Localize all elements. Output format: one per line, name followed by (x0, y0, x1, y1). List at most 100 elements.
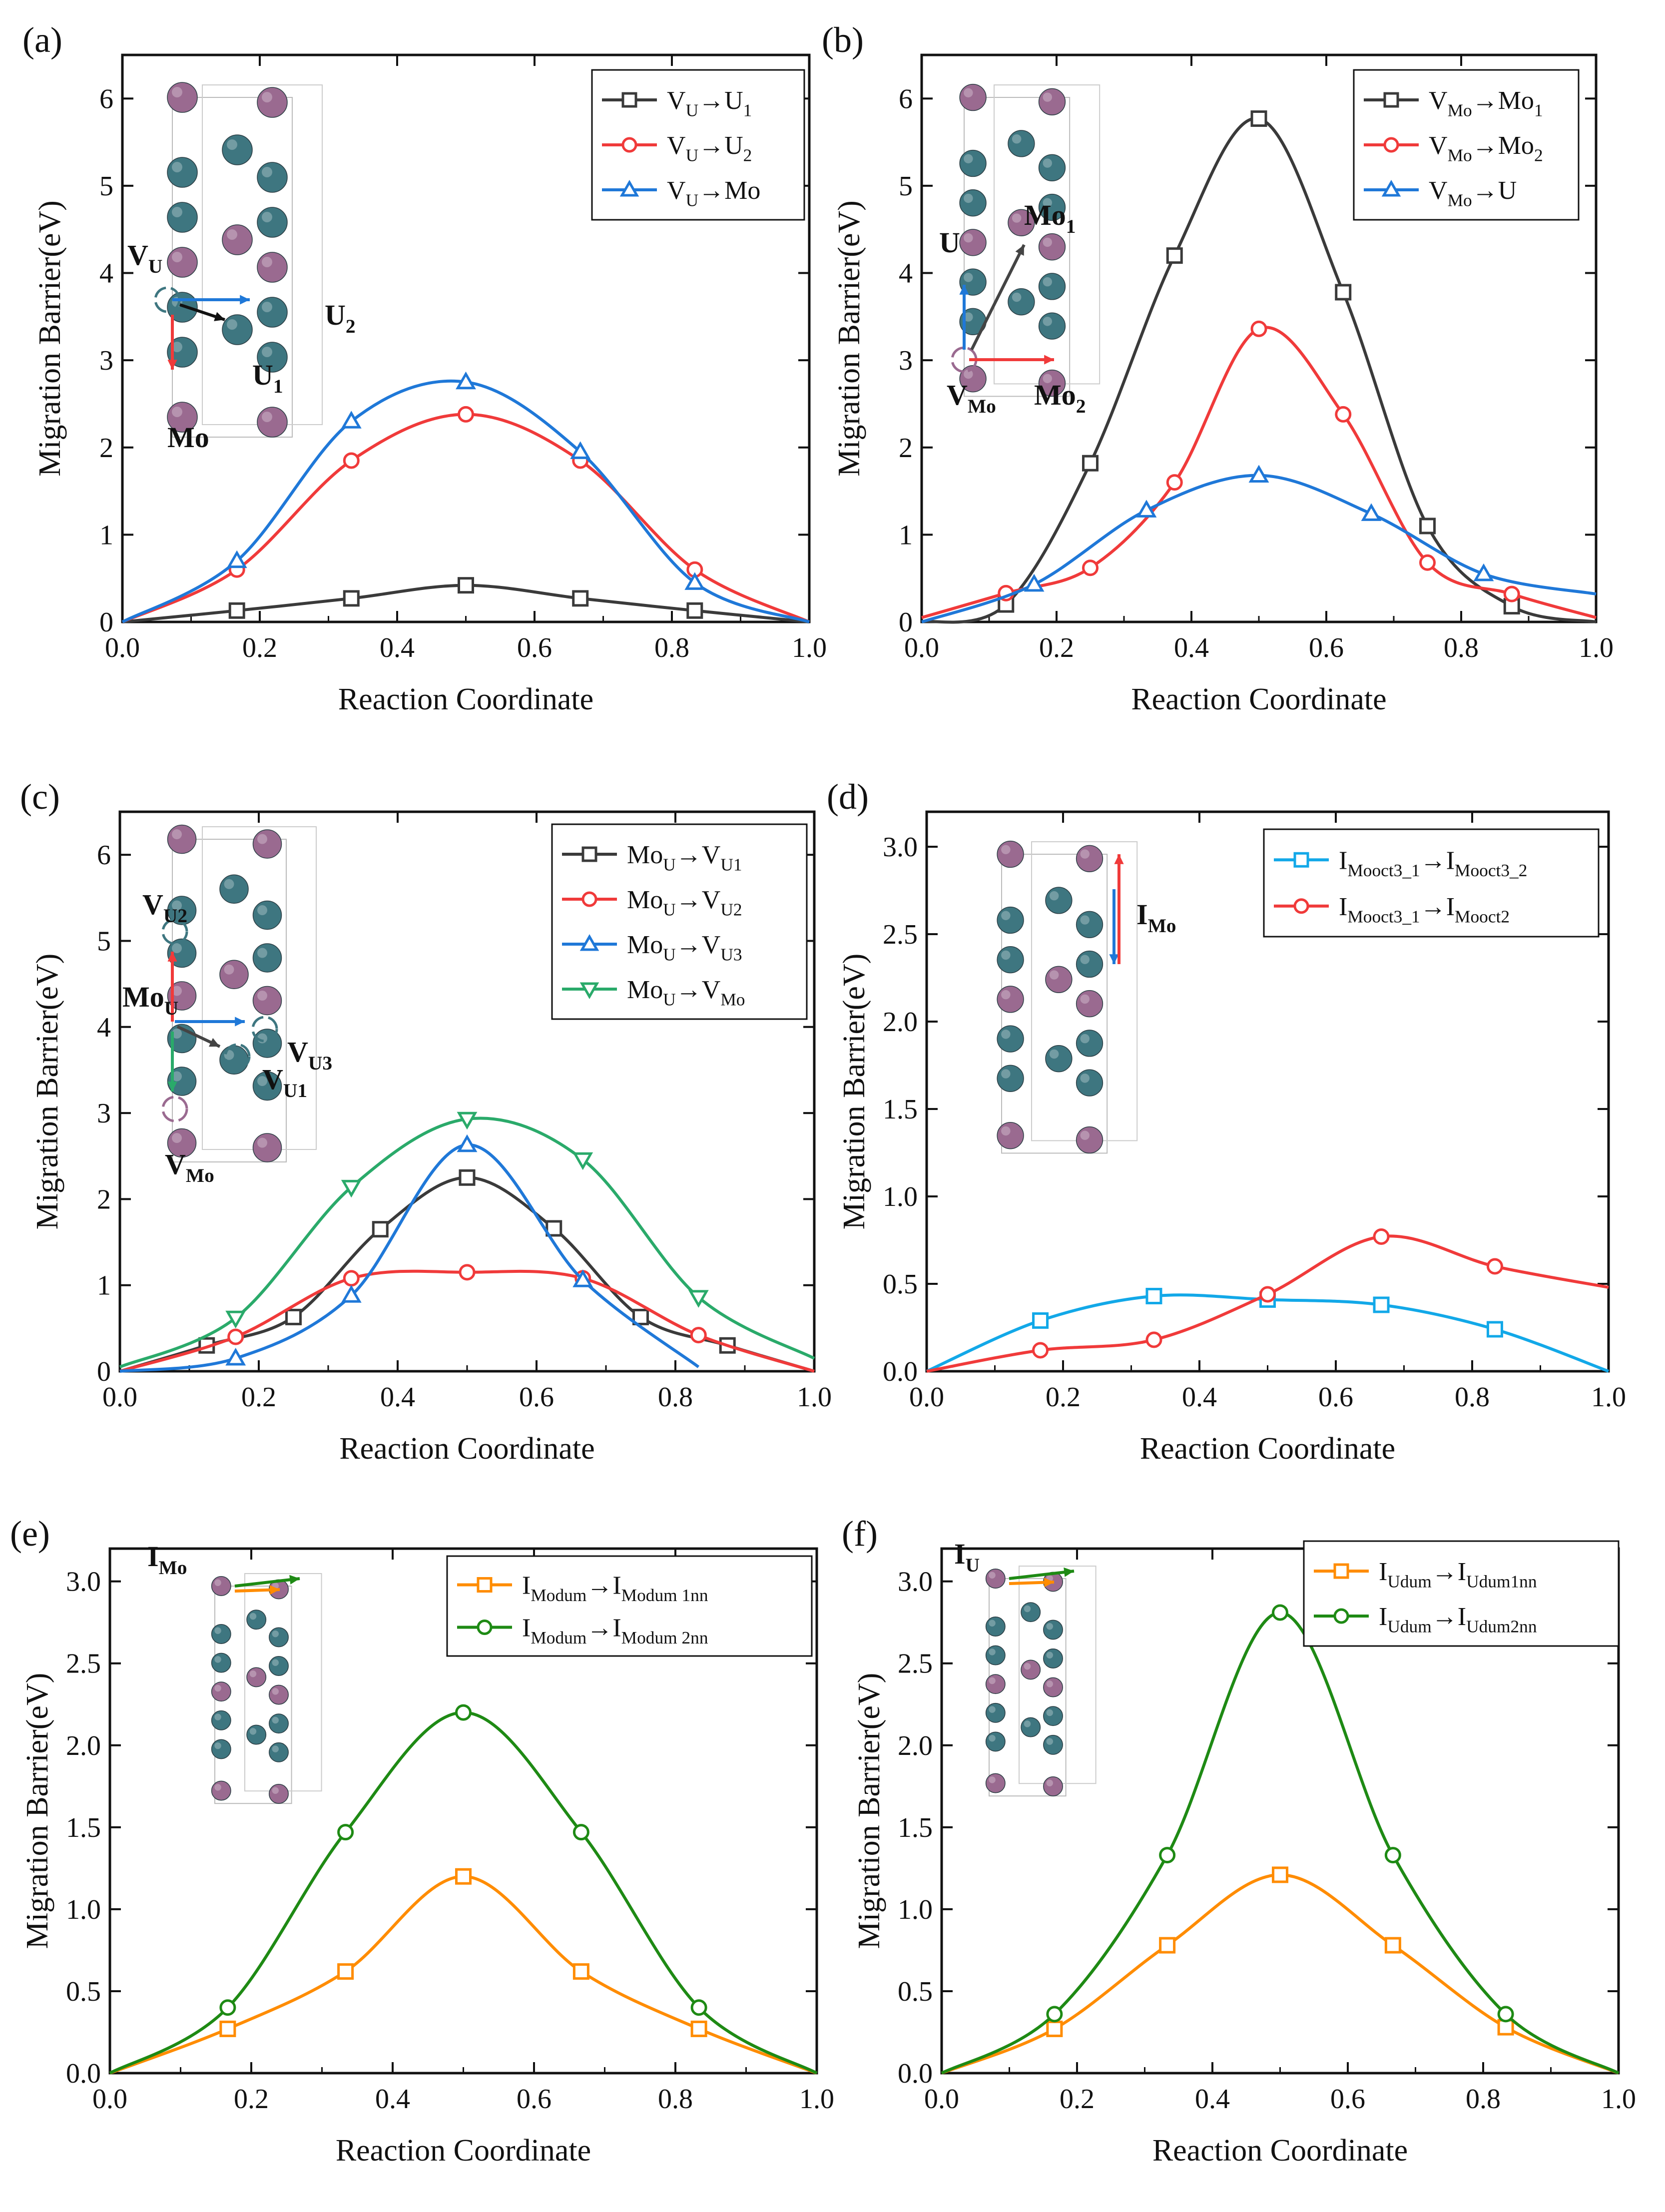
panel-b-series-v-mo-mo-2-point (1503, 585, 1520, 602)
u-atom-highlight (1012, 292, 1022, 302)
u-atom (959, 149, 987, 177)
panel-e-series-i-modum-i-modum-1nn-point (690, 2020, 707, 2037)
panel-c-ytick-label: 6 (97, 840, 111, 871)
panel-c-ytick-label: 5 (97, 926, 111, 957)
u-atom (1043, 1706, 1063, 1726)
mo-atom (167, 247, 198, 278)
u-atom-highlight (214, 1742, 221, 1749)
panel-d-legend (1263, 828, 1600, 938)
u-atom-highlight (1012, 134, 1022, 144)
panel-b-series-v-mo-mo-2-point (1082, 559, 1099, 576)
panel-c: (c) 0.0 0.2 0.4 0.6 0.8 1.0 0 1 2 3 4 5 6 Reaction Coo… (20, 777, 832, 1466)
mo-atom-highlight (257, 1137, 268, 1148)
panel-e-series-i-modum-i-modum-1nn-point (455, 1868, 472, 1885)
u-atom (167, 337, 198, 368)
panel-b-legend-entry: VMo​→U (1429, 176, 1517, 210)
panel-e-xtick-label: 0.2 (234, 2084, 269, 2115)
panel-a-series-v-u-u-1-point (572, 590, 589, 607)
panel-d-xtick-label: 0.2 (1046, 1382, 1081, 1413)
panel-b-series-v-mo-u-point (1024, 573, 1045, 592)
mo-atom-highlight (1012, 213, 1022, 223)
panel-a-xtick-label: 0.0 (105, 632, 140, 663)
u-atom-highlight (1049, 1049, 1059, 1059)
panel-e-ytick-label: 1.0 (66, 1894, 101, 1925)
u-atom-highlight (172, 1071, 182, 1082)
u-atom (269, 1627, 289, 1648)
panel-e-xlabel: Reaction Coordinate (336, 2134, 591, 2168)
panel-a-label: (a) (22, 20, 62, 60)
inset-label: IMo​ (1136, 898, 1176, 937)
u-atom (1076, 1030, 1104, 1057)
panel-f-series-i-udum-i-udum1nn-point (1384, 1937, 1401, 1954)
panel-a-series-v-u-mo-point (226, 550, 247, 568)
panel-f-series-i-udum-i-udum2nn-point (1497, 2006, 1514, 2023)
panel-e-ytick-label: 1.5 (66, 1812, 101, 1843)
mo-atom-highlight (1043, 237, 1052, 247)
mo-atom-highlight (1049, 970, 1059, 980)
panel-f-legend-marker (1333, 1563, 1349, 1579)
panel-f-inset: IU​ (954, 1538, 1097, 1797)
panel-d-xtick-label: 0.4 (1182, 1382, 1217, 1413)
u-atom (997, 1025, 1024, 1053)
mo-atom-highlight (964, 233, 973, 243)
migration-arrow-mo2-head (1044, 355, 1054, 365)
u-atom (252, 900, 282, 930)
panel-e-series-i-modum-i-modum-2nn-point (455, 1704, 472, 1721)
mo-atom-highlight (964, 369, 973, 379)
panel-b-ylabel: Migration Barrier(eV) (832, 200, 866, 477)
panel-e-series-i-modum-i-modum-2nn-point (690, 1999, 707, 2016)
panel-f-xtick-label: 0.0 (924, 2084, 959, 2115)
panel-c-series-mo-u-v-u2-point (459, 1264, 476, 1281)
panel-f-series-i-udum-i-udum1nn-point (1159, 1937, 1176, 1954)
panel-d-series-i-mooct3-1-i-mooct3-2-point (1373, 1296, 1390, 1313)
panel-a-ytick-label: 6 (99, 83, 113, 114)
u-atom (1021, 1717, 1041, 1737)
mo-atom (1008, 209, 1035, 236)
mo-atom-highlight (1001, 990, 1011, 1000)
migration-arrow-up-head (1114, 854, 1124, 864)
u-atom (1021, 1602, 1041, 1623)
panel-c-series-mo-u-v-mo-point (225, 1310, 246, 1329)
panel-b-series-v-mo-u-point (1248, 465, 1269, 483)
mo-atom-highlight (257, 834, 268, 844)
panel-c-xtick-label: 0.0 (102, 1382, 137, 1413)
u-atom (167, 896, 197, 925)
panel-f-xtick-label: 0.6 (1330, 2084, 1365, 2115)
panel-a-series-v-u-u-1-point (458, 577, 474, 594)
panel-a-ylabel: Migration Barrier(eV) (33, 200, 67, 477)
panel-e-ytick-label: 2.0 (66, 1730, 101, 1761)
panel-a-series-v-u-u-2-point (458, 406, 474, 423)
mo-atom-highlight (262, 92, 272, 102)
mo-atom-highlight (1080, 849, 1090, 859)
mo-atom (252, 1133, 282, 1162)
panel-a-series-v-u-mo-point (684, 572, 705, 590)
u-atom-highlight (1046, 1709, 1053, 1716)
panel-d-series-i-mooct3-1-i-mooct3-2-point (1032, 1312, 1049, 1329)
panel-e-ytick-label: 0.5 (66, 1976, 101, 2007)
panel-c-ytick-label: 0 (97, 1356, 111, 1387)
panel-c-xtick-label: 0.6 (519, 1382, 554, 1413)
panel-a-ytick-label: 0 (99, 607, 113, 638)
panel-e-xtick-label: 1.0 (799, 2084, 834, 2115)
u-atom (269, 1742, 289, 1762)
vacancy-marker (161, 918, 188, 945)
mo-atom (167, 402, 198, 433)
mo-atom-highlight (1046, 1779, 1053, 1786)
u-atom (997, 906, 1024, 934)
panel-e-ytick-label: 0.0 (66, 2058, 101, 2089)
panel-c-series-mo-u-v-u1-point (372, 1221, 389, 1238)
panel-c-series-mo-u-v-mo-point (688, 1290, 709, 1308)
u-atom-highlight (172, 943, 182, 953)
mo-atom (257, 407, 288, 438)
u-atom (222, 314, 253, 345)
panel-a-series-v-u-u-1-point (228, 602, 245, 619)
u-atom (1008, 130, 1035, 157)
panel-f-series-i-udum-i-udum2nn-line (941, 1611, 1620, 2075)
u-atom-highlight (172, 207, 182, 217)
inset-label: Mo1​ (1024, 199, 1076, 237)
panel-e-ytick-label: 3.0 (66, 1567, 101, 1598)
u-atom (252, 1071, 282, 1101)
panel-b-xtick-label: 0.0 (904, 632, 939, 663)
panel-d-legend-entry: IMooct3_1​→IMooct3_2​ (1339, 846, 1527, 880)
u-atom-highlight (214, 1713, 221, 1720)
